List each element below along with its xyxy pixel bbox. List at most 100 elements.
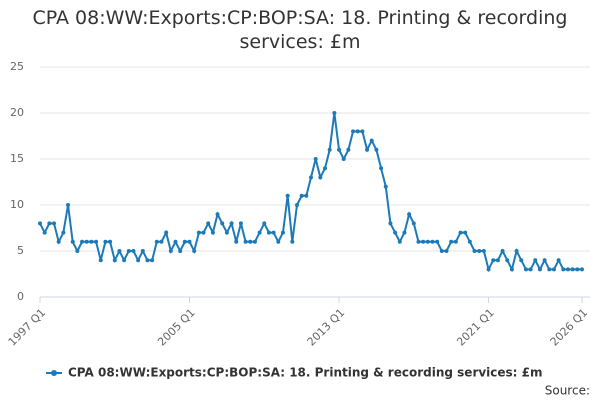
point [154, 239, 159, 244]
point [509, 267, 514, 272]
point [215, 212, 220, 217]
point [491, 258, 496, 263]
point [580, 267, 584, 272]
point [444, 249, 449, 253]
y-tick-label: 15 [10, 152, 24, 165]
point [407, 212, 412, 217]
line [39, 112, 582, 273]
point [439, 249, 444, 253]
point [80, 239, 85, 244]
x-tick-label: 1997 Q1 [6, 306, 49, 349]
point [271, 230, 276, 235]
point [458, 230, 463, 235]
point [196, 230, 201, 235]
point [537, 267, 542, 272]
point [66, 203, 71, 207]
point [486, 267, 491, 272]
point [495, 258, 500, 263]
point [519, 258, 524, 263]
point [140, 249, 145, 253]
x-tick-label: 2026 Q1 [548, 306, 591, 349]
point [453, 239, 458, 244]
point [206, 221, 211, 226]
point [89, 239, 94, 244]
point [351, 129, 356, 134]
point [234, 239, 239, 244]
point [276, 239, 281, 244]
point [416, 239, 421, 244]
point [411, 221, 416, 226]
point [374, 147, 379, 152]
point [38, 221, 42, 226]
point [346, 147, 351, 152]
point [365, 147, 370, 152]
point [397, 239, 402, 244]
point [533, 258, 538, 263]
point [500, 249, 505, 253]
y-tick-label: 20 [10, 106, 24, 119]
point [309, 175, 313, 180]
point [52, 221, 57, 226]
point [94, 239, 99, 244]
point [355, 129, 360, 134]
point [505, 258, 510, 263]
point [70, 239, 75, 244]
chart-title: CPA 08:WW:Exports:CP:BOP:SA: 18. Printin… [32, 7, 568, 53]
point [117, 249, 122, 253]
y-tick-label: 0 [17, 290, 24, 303]
point [430, 239, 435, 244]
point [383, 184, 388, 189]
y-tick-label: 25 [10, 60, 24, 73]
legend-marker [51, 370, 57, 376]
x-tick-label: 2021 Q1 [454, 306, 497, 349]
point [561, 267, 566, 272]
point [220, 221, 225, 226]
point [122, 258, 127, 263]
point [192, 249, 197, 253]
point [248, 239, 253, 244]
point [463, 230, 468, 235]
point [575, 267, 580, 272]
point [103, 239, 108, 244]
point [337, 147, 342, 152]
point [388, 221, 393, 226]
point [528, 267, 533, 272]
point [379, 166, 384, 171]
point [556, 258, 561, 263]
point [294, 203, 299, 207]
point [173, 239, 178, 244]
y-tick-label: 5 [17, 244, 24, 257]
point [178, 249, 183, 253]
point [472, 249, 477, 253]
point [285, 193, 290, 198]
point [360, 129, 365, 134]
point [565, 267, 570, 272]
point [266, 230, 271, 235]
point [47, 221, 52, 226]
point [229, 221, 234, 226]
point [481, 249, 486, 253]
point [514, 249, 519, 253]
point [341, 157, 346, 161]
point [467, 239, 472, 244]
y-tick-label: 10 [10, 198, 24, 211]
point [145, 258, 150, 263]
point [542, 258, 547, 263]
point [252, 239, 257, 244]
point [435, 239, 440, 244]
point [290, 239, 295, 244]
point [318, 175, 323, 180]
point [182, 239, 187, 244]
point [112, 258, 117, 263]
point [393, 230, 398, 235]
point [243, 239, 248, 244]
point [299, 193, 304, 198]
point [61, 230, 66, 235]
point [238, 221, 243, 226]
point [168, 249, 173, 253]
point [131, 249, 136, 253]
point [421, 239, 426, 244]
point [551, 267, 556, 272]
point [187, 239, 192, 244]
